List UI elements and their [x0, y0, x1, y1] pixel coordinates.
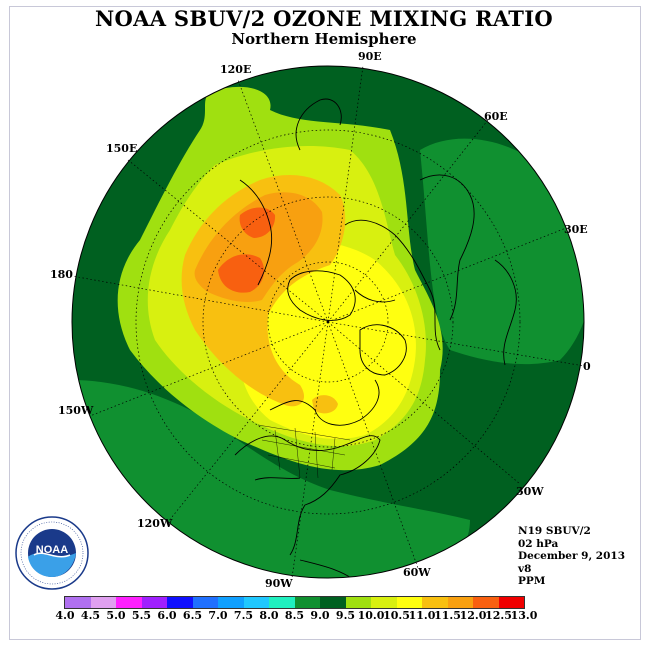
- colorbar-swatch: [141, 597, 167, 608]
- colorbar-tick-label: 12.5: [485, 609, 512, 622]
- colorbar-tick-label: 4.5: [80, 609, 101, 622]
- logo-noaa-text: NOAA: [36, 544, 68, 556]
- colorbar-swatch: [192, 597, 218, 608]
- colorbar-tick-label: 8.5: [284, 609, 305, 622]
- colorbar-swatch: [167, 597, 193, 608]
- colorbar-tick-label: 10.5: [383, 609, 410, 622]
- colorbar-tick-label: 4.0: [55, 609, 75, 622]
- lon-label-30w: 30W: [516, 485, 544, 498]
- lon-label-90e: 90E: [358, 50, 382, 63]
- contour-11-0-11-5-spot: [312, 395, 338, 414]
- colorbar-swatch: [498, 597, 524, 608]
- colorbar-swatch: [371, 597, 397, 608]
- colorbar-tick-label: 12.0: [459, 609, 487, 622]
- lon-label-90w: 90W: [265, 577, 293, 590]
- colorbar-swatch: [243, 597, 269, 608]
- colorbar-tick-label: 11.5: [434, 609, 461, 622]
- colorbar-tick-label: 9.0: [310, 609, 330, 622]
- lon-label-60w: 60W: [403, 566, 431, 579]
- colorbar-tick-label: 7.5: [233, 609, 254, 622]
- colorbar-tick-label: 13.0: [510, 609, 538, 622]
- coastlines: [234, 98, 517, 578]
- info-panel: N19 SBUV/2 02 hPa December 9, 2013 v8 PP…: [518, 525, 625, 588]
- colorbar-swatch: [218, 597, 244, 608]
- map-title: NOAA SBUV/2 OZONE MIXING RATIO: [95, 6, 553, 31]
- colorbar: [64, 596, 525, 609]
- info-version: v8: [518, 562, 532, 575]
- colorbar-tick-label: 6.0: [157, 609, 177, 622]
- lon-label-60e: 60E: [484, 110, 508, 123]
- colorbar-tick-label: 6.5: [182, 609, 203, 622]
- colorbar-tick-label: 5.0: [106, 609, 126, 622]
- info-satellite: N19 SBUV/2: [518, 525, 591, 537]
- colorbar-swatch: [447, 597, 473, 608]
- lon-label-0: 0: [583, 360, 591, 373]
- colorbar-tick-label: 9.5: [335, 609, 356, 622]
- colorbar-swatch: [294, 597, 320, 608]
- colorbar-labels: 4.0 4.5 5.0 5.5 6.0 6.5 7.0 7.5 8.0 8.5 9.0 9.5 10.0…: [0, 609, 648, 623]
- lon-label-180: 180: [50, 268, 73, 281]
- colorbar-swatch: [345, 597, 371, 608]
- colorbar-swatch: [269, 597, 295, 608]
- colorbar-swatch: [65, 597, 91, 608]
- contour-8-0-8-5-east: [420, 138, 584, 365]
- colorbar-swatch: [422, 597, 448, 608]
- lon-label-150e: 150E: [106, 142, 138, 155]
- colorbar-swatch: [90, 597, 116, 608]
- colorbar-swatch: [116, 597, 142, 608]
- info-units: PPM: [518, 575, 546, 587]
- info-pressure: 02 hPa: [518, 537, 559, 550]
- noaa-logo: NOAA: [15, 516, 89, 590]
- colorbar-tick-label: 10.0: [357, 609, 385, 622]
- colorbar-swatch: [320, 597, 346, 608]
- lon-label-120w: 120W: [137, 517, 173, 530]
- colorbar-tick-label: 5.5: [131, 609, 152, 622]
- info-date: December 9, 2013: [518, 550, 626, 562]
- colorbar-tick-label: 7.0: [208, 609, 228, 622]
- colorbar-swatch: [396, 597, 422, 608]
- lon-label-120e: 120E: [220, 63, 252, 76]
- graticule: [71, 65, 585, 579]
- lon-label-150w: 150W: [58, 404, 94, 417]
- us-state-borders: [257, 424, 351, 479]
- map-subtitle: Northern Hemisphere: [231, 30, 417, 48]
- contour-11-5-12-0: [218, 207, 276, 293]
- colorbar-tick-label: 11.0: [408, 609, 436, 622]
- colorbar-swatch: [473, 597, 499, 608]
- map-boundary: [71, 65, 585, 579]
- lon-label-30e: 30E: [564, 223, 588, 236]
- colorbar-tick-label: 8.0: [259, 609, 279, 622]
